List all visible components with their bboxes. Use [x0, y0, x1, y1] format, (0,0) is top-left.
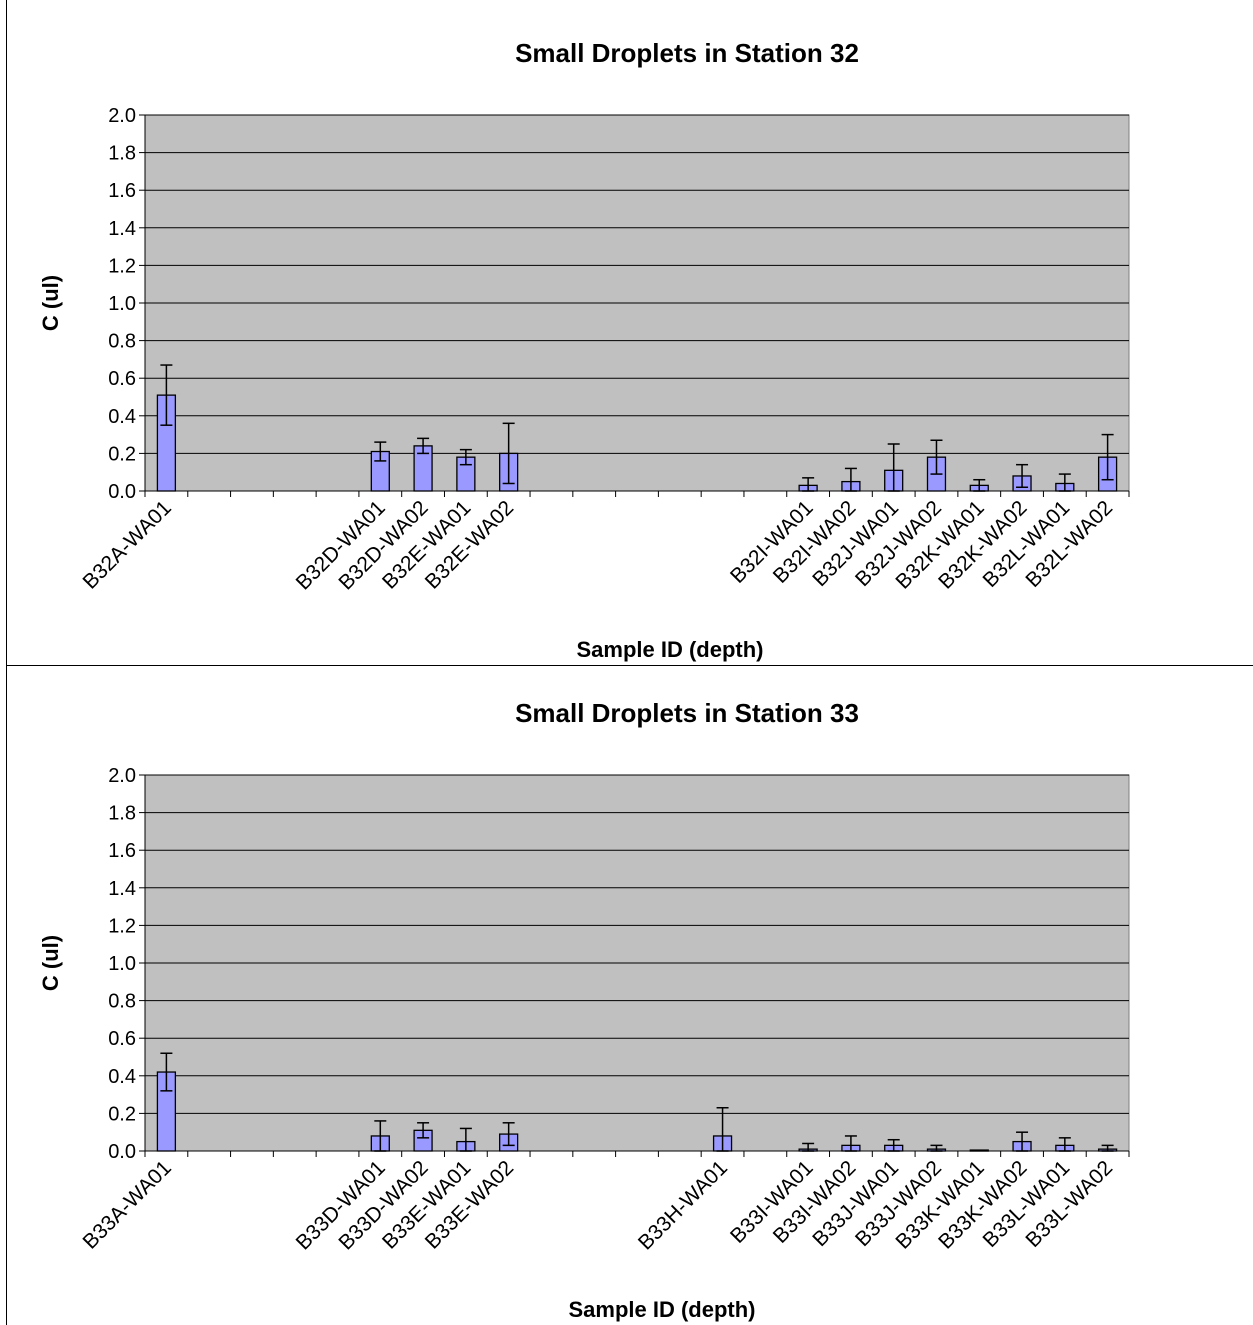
y-tick-label: 1.6	[108, 180, 136, 202]
y-tick-label: 0.8	[108, 991, 136, 1013]
x-axis-ticks	[144, 490, 1130, 497]
y-tick-label: 1.2	[108, 255, 136, 277]
y-axis-label: C (ul)	[38, 275, 63, 331]
y-tick-label: 1.4	[108, 878, 136, 900]
y-axis-ticks: 0.0 0.2 0.4 0.6 0.8 1.0 1.2 1.4 1.6 1.8 2.0	[108, 105, 146, 503]
y-tick-label: 0.4	[108, 1066, 136, 1088]
chart-title: Small Droplets in Station 32	[515, 38, 859, 68]
y-tick-label: 0.2	[108, 1103, 136, 1125]
chart-title: Small Droplets in Station 33	[515, 698, 859, 728]
y-tick-label: 0.6	[108, 368, 136, 390]
figure-divider	[6, 665, 1253, 666]
y-tick-label: 1.0	[108, 953, 136, 975]
y-tick-label: 0.8	[108, 331, 136, 353]
chart-station-32: Small Droplets in Station 32 0.00.20.40.…	[38, 38, 1130, 662]
gridlines	[145, 114, 1129, 454]
y-axis-ticks: 0.0 0.2 0.4 0.6 0.8 1.0 1.2 1.4 1.6 1.8 2.0	[108, 765, 146, 1163]
y-tick-label: 1.4	[108, 218, 136, 240]
y-tick-label: 2.0	[108, 765, 136, 787]
x-tick-label: B33H-WA01	[634, 1156, 732, 1254]
y-tick-label: 1.0	[108, 293, 136, 315]
y-tick-label: 1.6	[108, 840, 136, 862]
y-tick-label: 0.2	[108, 443, 136, 465]
y-tick-label: 0.6	[108, 1028, 136, 1050]
x-tick-labels: B33A-WA01 B33D-WA01B33D-WA02B33E-WA01B33E…	[79, 1156, 1118, 1254]
figure-left-border	[6, 0, 7, 1325]
x-axis-ticks	[144, 1150, 1130, 1157]
y-tick-label: 1.2	[108, 915, 136, 937]
x-tick-label: B33A-WA01	[79, 1156, 176, 1253]
y-tick-label: 1.8	[108, 143, 136, 165]
x-axis-label: Sample ID (depth)	[576, 637, 763, 662]
y-tick-label: 0.0	[108, 1141, 136, 1163]
y-tick-label: 2.0	[108, 105, 136, 127]
x-tick-labels: B32A-WA01 B32D-WA01B32D-WA02B32E-WA01B32E…	[79, 496, 1118, 594]
chart-station-33: Small Droplets in Station 33 0.00.20.40.…	[38, 698, 1130, 1322]
y-axis-label: C (ul)	[38, 935, 63, 991]
x-tick-label: B32A-WA01	[79, 496, 176, 593]
gridlines	[145, 774, 1129, 1114]
y-tick-label: 0.0	[108, 481, 136, 503]
x-axis-label: Sample ID (depth)	[568, 1297, 755, 1322]
y-tick-label: 0.4	[108, 406, 136, 428]
y-tick-label: 1.8	[108, 803, 136, 825]
